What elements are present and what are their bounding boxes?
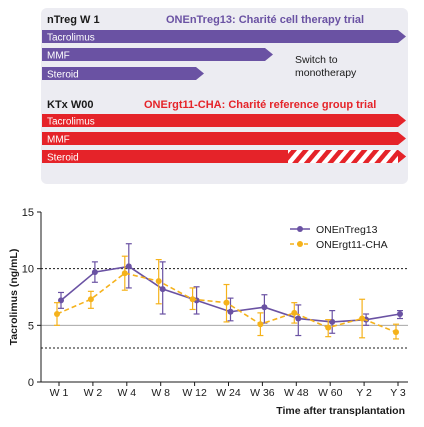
data-point-onergt11-cha-w-60 [325, 324, 332, 331]
monotherapy-note-line1: Switch to [295, 54, 338, 66]
chart-gridlines [41, 268, 408, 349]
y-tick-label-15: 15 [22, 207, 34, 219]
x-tick-label-w-36: W 36 [250, 387, 275, 399]
x-axis-ticks: W 1 W 2 W 4 W 8 W 12 W 24 W 36 W 48 W 60 Y 2 Y 3 [50, 382, 406, 399]
x-tick-label-w-12: W 12 [182, 387, 207, 399]
x-tick-label-y-2: Y 2 [356, 387, 372, 399]
data-point-onergt11-cha-w-24 [223, 299, 230, 306]
y-axis-ticks: 0 5 10 15 [22, 207, 41, 389]
ktx-code: KTx W00 [47, 99, 93, 111]
data-point-onergt11-cha-w-12 [189, 296, 196, 303]
x-tick-label-w-8: W 8 [151, 387, 170, 399]
ktx-mmf-label: MMF [47, 135, 70, 146]
data-point-onentreg13-w-4 [125, 263, 132, 270]
ktx-steroid-taper-tip [398, 150, 406, 163]
data-point-onergt11-cha-w-48 [291, 309, 298, 316]
legend-marker-onentreg13 [297, 226, 303, 232]
legend-entry-onergt11-cha: ONErgt11-CHA [290, 239, 388, 251]
x-tick-label-w-60: W 60 [318, 387, 343, 399]
monotherapy-note-line2: monotherapy [295, 67, 357, 79]
x-tick-label-w-24: W 24 [216, 387, 241, 399]
legend-marker-onergt11-cha [297, 241, 303, 247]
x-tick-label-y-3: Y 3 [390, 387, 406, 399]
data-point-onentreg13-y-3 [397, 311, 403, 317]
data-point-onentreg13-w-48 [295, 315, 302, 322]
data-point-onergt11-cha-w-2 [87, 296, 94, 303]
y-tick-label-5: 5 [28, 320, 34, 332]
data-point-onentreg13-w-1 [58, 297, 64, 304]
ntreg-steroid-arrow [42, 67, 204, 80]
data-point-onentreg13-w-36 [261, 304, 268, 311]
series-onergt11-cha [54, 255, 399, 340]
data-point-onentreg13-w-8 [159, 286, 166, 293]
data-point-onentreg13-w-24 [227, 308, 234, 315]
ntreg-trial-title: ONEnTreg13: Charité cell therapy trial [166, 14, 364, 26]
ntreg-steroid-label: Steroid [47, 70, 79, 81]
x-tick-label-w-2: W 2 [84, 387, 103, 399]
ktx-tacrolimus-label: Tacrolimus [47, 117, 95, 128]
regimen-panel: nTreg W 1 ONEnTreg13: Charité cell thera… [41, 8, 408, 184]
data-point-onergt11-cha-w-4 [121, 270, 128, 277]
data-point-onergt11-cha-y-2 [359, 315, 366, 322]
data-point-onergt11-cha-y-3 [393, 329, 399, 336]
y-tick-label-10: 10 [22, 264, 34, 276]
ntreg-mmf-arrow [42, 48, 273, 61]
y-tick-label-0: 0 [28, 377, 34, 389]
legend-label-onergt11-cha: ONErgt11-CHA [316, 239, 388, 251]
ktx-mmf-arrow [42, 132, 406, 145]
ktx-steroid-taper-hatch [288, 150, 398, 163]
ntreg-tacrolimus-label: Tacrolimus [47, 33, 95, 44]
ktx-trial-title: ONErgt11-CHA: Charité reference group tr… [144, 99, 376, 111]
x-axis-title: Time after transplantation [276, 405, 405, 417]
y-axis-title: Tacrolimus (ng/mL) [8, 249, 20, 346]
x-tick-label-w-4: W 4 [117, 387, 136, 399]
ktx-steroid-label: Steroid [47, 153, 79, 164]
legend-label-onentreg13: ONEnTreg13 [316, 224, 378, 236]
data-point-onergt11-cha-w-36 [257, 321, 264, 328]
ntreg-code: nTreg W 1 [47, 14, 100, 26]
data-point-onergt11-cha-w-1 [54, 311, 60, 317]
tacrolimus-chart: 0 5 10 15 W 1 W 2 W 4 W 8 W 12 W 24 W 36 W 48 W 60 Y… [8, 207, 408, 417]
ntreg-tacrolimus-arrow [42, 30, 406, 43]
chart-legend: ONEnTreg13 ONErgt11-CHA [290, 224, 388, 251]
ntreg-mmf-label: MMF [47, 51, 70, 62]
chart-series [54, 243, 403, 340]
x-tick-label-w-1: W 1 [50, 387, 69, 399]
data-point-onergt11-cha-w-8 [155, 278, 162, 285]
x-tick-label-w-48: W 48 [284, 387, 309, 399]
ktx-tacrolimus-arrow [42, 114, 406, 127]
data-point-onentreg13-w-60 [329, 318, 336, 325]
legend-entry-onentreg13: ONEnTreg13 [290, 224, 378, 236]
data-point-onentreg13-w-2 [91, 269, 98, 276]
